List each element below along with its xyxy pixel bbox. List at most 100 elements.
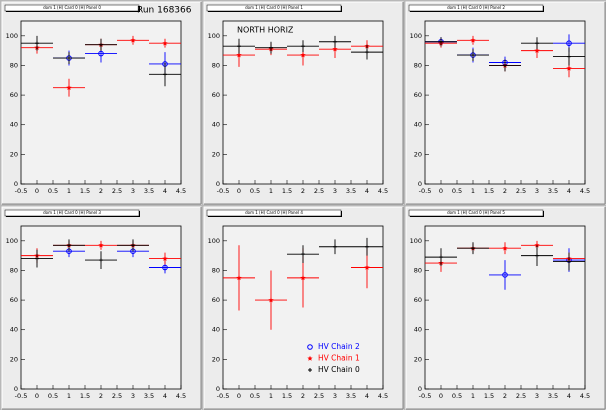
- marker: [307, 344, 313, 350]
- marker: [268, 297, 274, 303]
- marker: [365, 244, 369, 249]
- x-tick-label: -0.5: [217, 187, 230, 195]
- pad: dom 1 (H) Card 0 (H) Panel 2 -0.5 0 0.5 1 1.5…: [405, 1, 606, 205]
- y-tick-label: 40: [414, 326, 422, 334]
- y-tick-label: 0: [14, 180, 18, 188]
- marker: [471, 53, 475, 58]
- x-tick-label: 2.5: [112, 187, 122, 195]
- y-tick-label: 20: [212, 355, 220, 363]
- y-tick-label: 40: [212, 121, 220, 129]
- x-tick-label: 0.5: [48, 187, 58, 195]
- x-tick-label: 0: [237, 187, 241, 195]
- marker: [269, 45, 273, 50]
- x-tick-label: 4: [365, 392, 369, 400]
- x-tick-label: 3.5: [144, 187, 154, 195]
- x-tick-label: 1: [471, 187, 475, 195]
- marker: [301, 252, 305, 257]
- marker: [471, 246, 475, 251]
- pad-title: dom 1 (H) Card 0 (H) Panel 2: [447, 5, 505, 10]
- marker: [236, 52, 242, 58]
- x-tick-label: -0.5: [15, 187, 28, 195]
- marker: [566, 40, 572, 47]
- marker: [67, 243, 71, 248]
- x-tick-label: 1: [67, 187, 71, 195]
- y-tick-label: 80: [212, 266, 220, 274]
- x-tick-label: 0: [35, 187, 39, 195]
- y-tick-label: 80: [10, 266, 18, 274]
- x-tick-label: 1.5: [80, 392, 90, 400]
- title-box: [4, 209, 140, 217]
- x-tick-label: 1: [67, 392, 71, 400]
- legend-label: HV Chain 1: [318, 354, 360, 363]
- x-tick-label: -0.5: [217, 392, 230, 400]
- title-box: [206, 209, 342, 217]
- y-tick-label: 40: [10, 121, 18, 129]
- x-tick-label: 0: [439, 187, 443, 195]
- marker: [98, 242, 104, 248]
- x-tick-label: 2: [503, 187, 507, 195]
- marker: [99, 42, 103, 47]
- annotation: Run 168366: [137, 6, 192, 16]
- marker: [333, 39, 337, 44]
- x-tick-label: -0.5: [419, 187, 432, 195]
- pad-title: dom 1 (H) Card 0 (H) Panel 0: [43, 5, 101, 10]
- title-box: [408, 209, 544, 217]
- x-tick-label: 3: [131, 392, 135, 400]
- x-tick-label: 1.5: [484, 392, 494, 400]
- y-tick-label: 80: [212, 61, 220, 69]
- x-tick-label: 4: [567, 187, 571, 195]
- y-tick-label: 20: [212, 150, 220, 158]
- y-tick-label: 20: [10, 355, 18, 363]
- y-tick-label: 100: [208, 237, 220, 245]
- marker: [162, 255, 168, 261]
- marker: [566, 65, 572, 71]
- marker: [99, 258, 103, 263]
- marker: [300, 52, 306, 58]
- pad-title: dom 1 (H) Card 0 (H) Panel 4: [245, 210, 303, 215]
- pad: dom 1 (H) Card 0 (H) Panel 5-0.5 0 0.5 1 1.5…: [405, 206, 606, 410]
- x-tick-label: 2.5: [112, 392, 122, 400]
- x-tick-label: 1.5: [80, 187, 90, 195]
- x-tick-label: 4.5: [176, 392, 186, 400]
- marker: [439, 39, 443, 44]
- x-tick-label: 4.5: [580, 187, 590, 195]
- y-tick-label: 100: [410, 237, 422, 245]
- marker: [66, 84, 72, 90]
- x-tick-label: 4.5: [378, 392, 388, 400]
- plot-frame: [20, 225, 182, 390]
- x-tick-label: 3: [131, 187, 135, 195]
- x-tick-label: 0.5: [452, 392, 462, 400]
- pad: dom 1 (H) Card 0 (H) Panel 4-0.5 0 0.5 1 1.5…: [203, 206, 404, 410]
- x-tick-label: 3: [333, 187, 337, 195]
- title-box: [206, 4, 342, 12]
- x-tick-label: -0.5: [15, 392, 28, 400]
- y-tick-label: 40: [414, 121, 422, 129]
- x-tick-label: 3.5: [346, 392, 356, 400]
- x-tick-label: 1.5: [484, 187, 494, 195]
- pad: dom 1 (H) Card 0 (H) Panel 1-0.5 0 0.5 1 1.5…: [203, 1, 404, 205]
- x-tick-label: 3.5: [144, 392, 154, 400]
- marker: [162, 264, 168, 271]
- marker: [534, 47, 540, 53]
- marker: [535, 41, 539, 46]
- y-tick-label: 40: [212, 326, 220, 334]
- annotation: NORTH HORIZ: [237, 26, 294, 35]
- x-tick-label: 4.5: [176, 187, 186, 195]
- y-tick-label: 20: [414, 150, 422, 158]
- x-tick-label: 2: [503, 392, 507, 400]
- y-tick-label: 20: [414, 355, 422, 363]
- y-tick-label: 0: [216, 385, 220, 393]
- x-tick-label: 0.5: [452, 187, 462, 195]
- x-tick-label: 2: [301, 392, 305, 400]
- y-tick-label: 60: [212, 91, 220, 99]
- title-box: [408, 4, 544, 12]
- marker: [470, 37, 476, 43]
- y-tick-label: 60: [212, 296, 220, 304]
- pad-title: dom 1 (H) Card 0 (H) Panel 5: [447, 210, 505, 215]
- marker: [308, 368, 312, 372]
- x-tick-label: 4.5: [378, 187, 388, 195]
- x-tick-label: 3.5: [346, 187, 356, 195]
- marker: [503, 63, 507, 68]
- marker: [131, 243, 135, 248]
- marker: [535, 253, 539, 258]
